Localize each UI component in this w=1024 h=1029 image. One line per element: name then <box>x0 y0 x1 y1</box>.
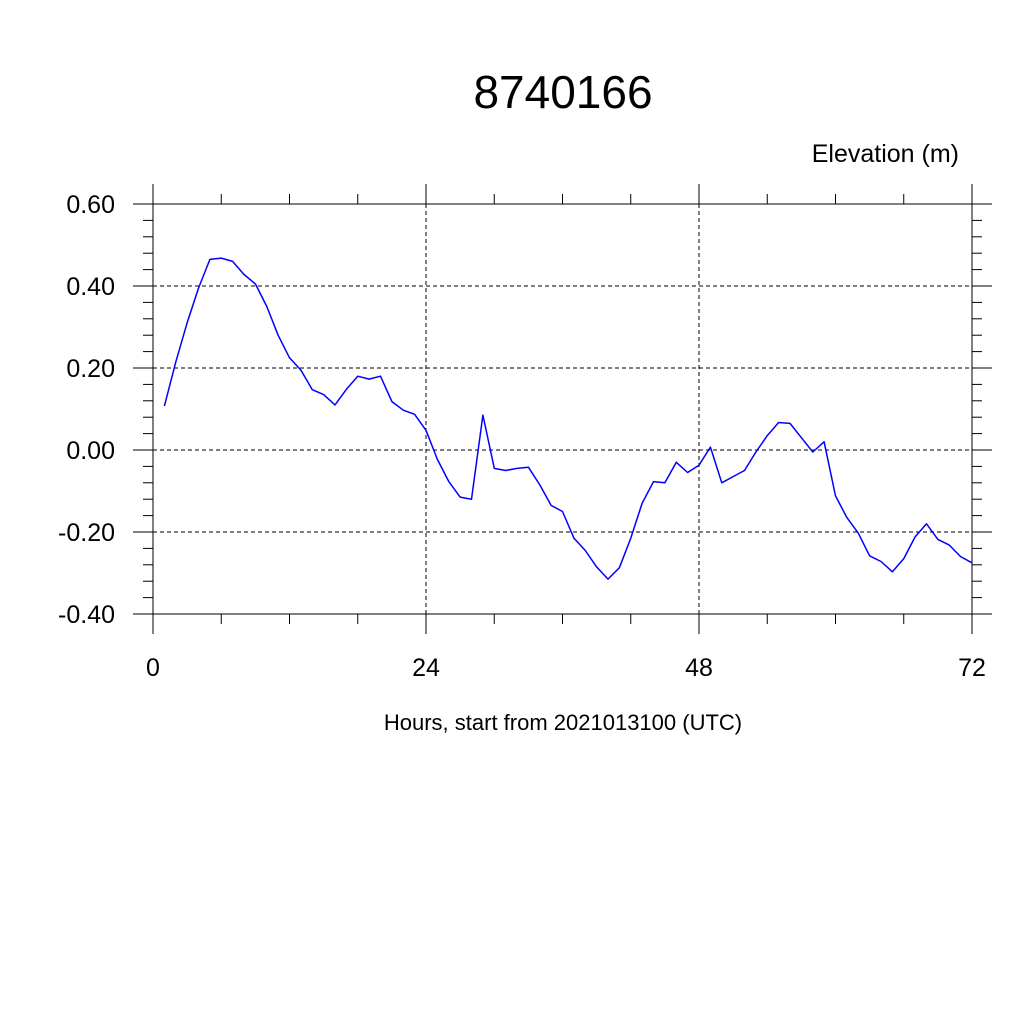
x-axis-label: Hours, start from 2021013100 (UTC) <box>384 710 742 735</box>
chart-title: 8740166 <box>473 66 652 118</box>
y-axis-label: Elevation (m) <box>812 140 959 168</box>
x-tick-label: 72 <box>958 654 986 682</box>
x-tick-label: 48 <box>685 654 713 682</box>
y-tick-label: 0.40 <box>66 273 115 301</box>
series-group <box>163 257 973 580</box>
y-tick-label: -0.20 <box>58 519 115 547</box>
series-line <box>163 257 973 580</box>
y-tick-label: 0.00 <box>66 437 115 465</box>
y-tick-label: 0.60 <box>66 191 115 219</box>
y-tick-label: 0.20 <box>66 355 115 383</box>
tick-labels: 0 24 48 72 -0.40 -0.20 0.00 0.20 0.40 0.60 <box>58 191 986 682</box>
axis-ticks <box>133 184 992 634</box>
grid-lines <box>153 203 972 615</box>
plot-frame <box>152 203 973 615</box>
x-tick-label: 0 <box>146 654 160 682</box>
x-tick-label: 24 <box>412 654 440 682</box>
y-tick-label: -0.40 <box>58 601 115 629</box>
